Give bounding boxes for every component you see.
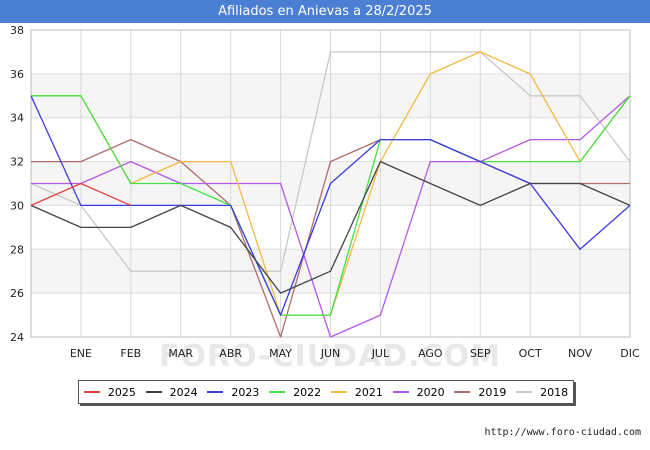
legend-swatch xyxy=(330,391,347,393)
series-line-2025 xyxy=(30,182,132,206)
y-tick-label: 34 xyxy=(10,112,24,125)
series-line-2024 xyxy=(30,160,631,294)
x-tick-label: AGO xyxy=(418,347,443,360)
legend-item-2021: 2021 xyxy=(330,385,383,399)
legend-item-2023: 2023 xyxy=(207,386,259,399)
legend-swatch xyxy=(145,391,162,393)
legend: 2025 2024 2023 2022 2021 2020 2019 2018 xyxy=(78,380,574,404)
legend-label: 2023 xyxy=(231,385,260,399)
y-tick-label: 32 xyxy=(10,156,24,169)
legend-item-2018: 2018 xyxy=(516,386,568,399)
line-chart: FORO-CIUDAD.COM 24 26 28 30 32 34 36 38 ENE FEB M… xyxy=(10,24,640,373)
y-tick-label: 26 xyxy=(10,287,24,300)
x-tick-label: NOV xyxy=(568,347,593,360)
y-tick-label: 36 xyxy=(10,68,24,81)
legend-item-2022: 2022 xyxy=(269,386,321,399)
legend-swatch xyxy=(516,391,533,393)
legend-label: 2020 xyxy=(416,385,445,399)
y-tick-label: 24 xyxy=(10,331,24,344)
x-tick-label: OCT xyxy=(519,347,542,360)
chart-title: Afiliados en Anievas a 28/2/2025 xyxy=(0,0,650,23)
legend-label: 2021 xyxy=(354,385,383,399)
legend-swatch xyxy=(207,391,224,393)
y-axis: 24 26 28 30 32 34 36 38 xyxy=(10,24,24,344)
x-tick-label: ABR xyxy=(219,347,242,360)
legend-swatch xyxy=(454,391,471,393)
source-url: http://www.foro-ciudad.com xyxy=(484,427,641,438)
legend-swatch xyxy=(392,391,409,393)
legend-swatch xyxy=(269,391,286,393)
legend-label: 2022 xyxy=(293,385,322,399)
legend-label: 2018 xyxy=(540,385,569,399)
x-tick-label: JUN xyxy=(320,347,341,360)
x-tick-label: MAY xyxy=(269,347,292,360)
legend-item-2024: 2024 xyxy=(145,385,198,399)
y-tick-label: 38 xyxy=(10,24,24,37)
x-tick-label: SEP xyxy=(470,347,491,360)
x-tick-label: JUL xyxy=(371,347,390,360)
legend-item-2019: 2019 xyxy=(454,386,506,399)
x-tick-label: MAR xyxy=(168,347,193,360)
y-tick-label: 28 xyxy=(10,243,24,256)
x-axis: ENE FEB MAR ABR MAY JUN JUL AGO SEP OCT NOV DIC xyxy=(70,347,640,360)
series-lines xyxy=(30,51,631,338)
watermark: FORO-CIUDAD.COM xyxy=(159,339,501,373)
legend-label: 2019 xyxy=(478,385,507,399)
series-line-2018 xyxy=(30,51,631,272)
legend-item-2020: 2020 xyxy=(392,385,445,399)
y-tick-label: 30 xyxy=(10,199,24,212)
legend-label: 2024 xyxy=(169,385,198,399)
series-line-2022 xyxy=(31,95,631,316)
x-tick-label: DIC xyxy=(620,347,640,360)
x-tick-label: ENE xyxy=(70,347,92,360)
legend-label: 2025 xyxy=(107,385,136,399)
x-tick-label: FEB xyxy=(120,347,141,360)
legend-swatch xyxy=(83,391,100,393)
series-line-2020 xyxy=(31,95,631,338)
legend-item-2025: 2025 xyxy=(83,385,136,399)
